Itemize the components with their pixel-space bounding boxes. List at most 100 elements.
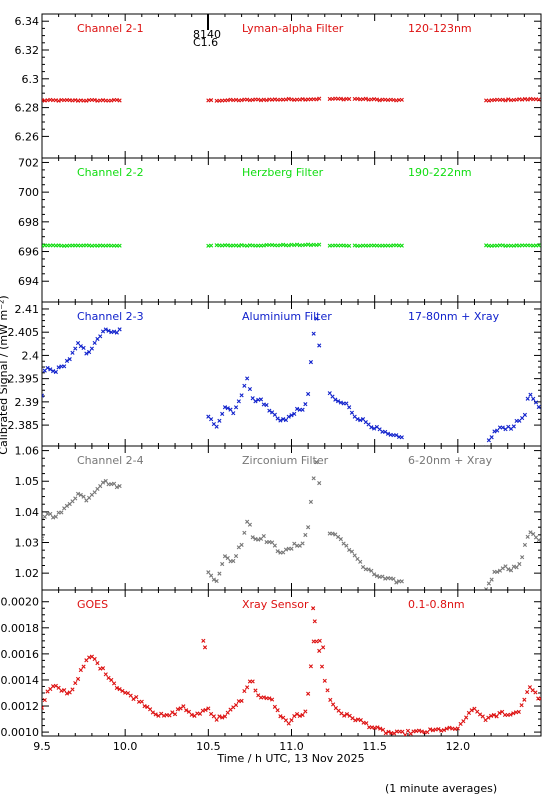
data-point — [245, 685, 250, 690]
data-point — [472, 706, 477, 711]
data-point — [114, 330, 119, 335]
y-tick-label: 6.28 — [15, 102, 40, 115]
y-tick-label: 702 — [18, 156, 39, 169]
data-point — [399, 435, 404, 440]
data-point — [78, 667, 83, 673]
data-point — [225, 710, 230, 715]
data-point — [378, 726, 383, 731]
data-point — [325, 688, 330, 693]
averaging-note: (1 minute averages) — [385, 782, 497, 795]
data-point — [344, 401, 349, 406]
data-point — [444, 726, 449, 731]
series-points — [42, 460, 541, 590]
data-point — [134, 694, 139, 700]
data-point — [283, 718, 289, 723]
data-point — [239, 698, 244, 703]
data-point — [503, 98, 508, 103]
data-point — [181, 704, 186, 709]
data-point — [386, 729, 391, 734]
data-point — [283, 97, 289, 102]
panel-5: 0.0010 0.0012 0.0014 0.0016 0.0018 0.0020 9.5 1… — [1, 589, 542, 753]
data-point — [311, 606, 316, 611]
panel-frame — [41, 589, 542, 737]
y-tick-label: 0.0018 — [1, 622, 40, 635]
data-point — [511, 711, 516, 716]
data-point — [516, 709, 521, 714]
data-point — [120, 688, 125, 694]
y-tick-label: 6.3 — [22, 73, 40, 86]
data-point — [419, 729, 424, 734]
y-tick-label: 694 — [18, 275, 39, 288]
data-point — [56, 685, 61, 690]
data-point — [528, 530, 533, 535]
data-point — [75, 676, 81, 682]
data-point — [222, 714, 228, 719]
data-point — [75, 340, 81, 346]
data-point — [511, 424, 516, 429]
data-point — [250, 535, 255, 540]
data-point — [59, 688, 64, 693]
data-point — [338, 96, 343, 101]
panel-title: Channel 2-4 — [77, 454, 144, 467]
data-point — [228, 407, 233, 412]
data-point — [455, 726, 460, 731]
data-point — [342, 713, 347, 718]
data-point — [503, 564, 508, 569]
data-point — [103, 327, 108, 332]
data-point — [114, 485, 119, 490]
data-point — [447, 725, 452, 730]
data-point — [522, 96, 528, 102]
data-point — [494, 714, 499, 719]
data-point — [300, 712, 305, 718]
y-tick-label: 700 — [18, 186, 39, 199]
data-point — [92, 656, 97, 662]
data-point — [314, 460, 319, 465]
data-point — [486, 438, 491, 443]
data-point — [289, 546, 294, 551]
data-point — [201, 638, 206, 643]
y-tick-label: 2.39 — [15, 396, 40, 409]
data-point — [517, 561, 522, 567]
data-point — [42, 393, 45, 398]
data-point — [428, 727, 433, 732]
data-point — [416, 728, 422, 733]
data-point — [330, 394, 335, 399]
y-tick-label: 0.0020 — [1, 596, 40, 609]
data-point — [391, 731, 397, 736]
data-point — [56, 365, 61, 370]
data-point — [242, 688, 247, 694]
data-point — [355, 717, 361, 722]
data-point — [338, 537, 343, 542]
data-point — [289, 718, 294, 723]
data-point — [48, 367, 53, 372]
data-point — [292, 714, 297, 719]
data-point — [159, 711, 164, 716]
data-point — [321, 645, 326, 650]
data-point — [103, 478, 108, 484]
data-point — [399, 243, 404, 248]
data-point — [330, 702, 336, 707]
data-point — [317, 481, 322, 486]
data-point — [81, 664, 86, 669]
data-point — [264, 402, 269, 408]
data-point — [322, 678, 327, 683]
panel-filter: Xray Sensor — [242, 598, 309, 611]
data-point — [161, 713, 167, 718]
data-point — [508, 712, 513, 717]
series-points — [42, 316, 541, 446]
data-point — [117, 687, 122, 692]
data-point — [111, 681, 117, 686]
panel-frame — [41, 157, 542, 303]
data-point — [461, 719, 466, 724]
data-point — [64, 358, 70, 363]
data-point — [186, 709, 192, 714]
data-point — [84, 351, 89, 356]
data-point — [247, 522, 253, 527]
data-point — [508, 568, 514, 573]
panel-filter: Lyman-alpha Filter — [242, 22, 344, 35]
data-point — [317, 242, 322, 247]
data-point — [87, 495, 92, 500]
data-point — [64, 691, 70, 696]
data-point — [220, 561, 225, 567]
data-point — [245, 376, 250, 381]
